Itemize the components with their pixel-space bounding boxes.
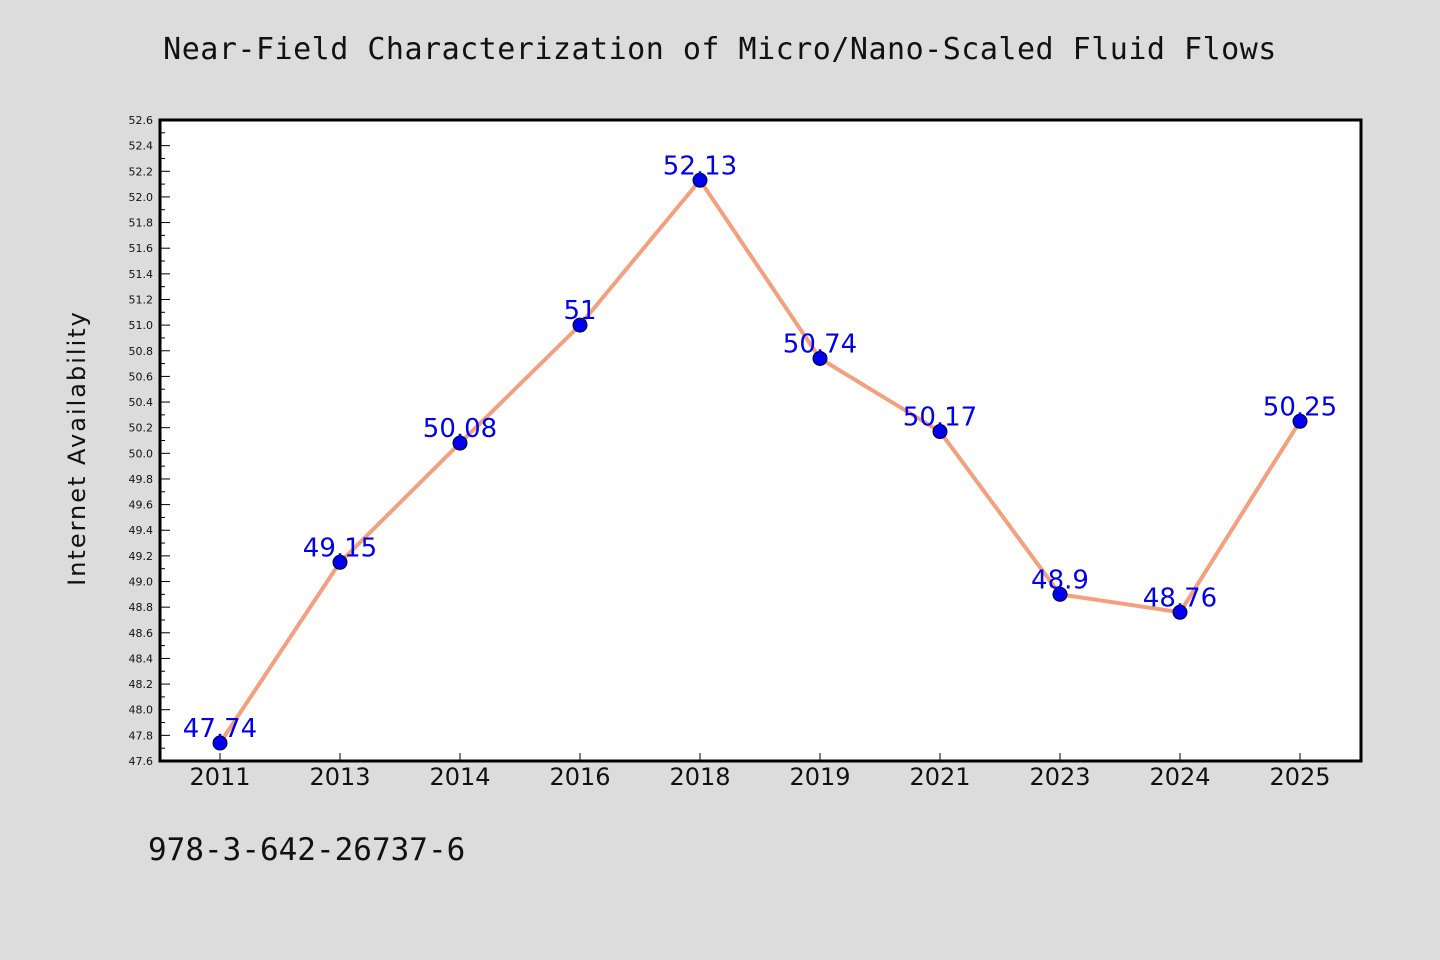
y-tick-label: 52.2 [129, 165, 154, 178]
y-tick-label: 50.8 [129, 345, 154, 358]
data-label: 48.9 [1031, 565, 1089, 595]
data-point [692, 172, 708, 188]
series-points [212, 172, 1308, 751]
data-point [212, 735, 228, 751]
y-tick-label: 49.8 [129, 473, 154, 486]
data-point [1052, 586, 1068, 602]
y-tick-label: 49.6 [129, 499, 154, 512]
y-tick-label: 50.6 [129, 370, 154, 383]
data-point [332, 554, 348, 570]
x-tick-label: 2025 [1269, 763, 1330, 791]
x-tick-label: 2011 [189, 763, 250, 791]
y-tick-label: 48.2 [129, 678, 154, 691]
x-axis-ticks: 2011 2013 2014 2016 2018 2019 2021 2023 2024 2025 [189, 753, 1331, 791]
data-label: 49.15 [303, 533, 377, 563]
y-tick-label: 52.4 [129, 140, 154, 153]
data-point [1292, 413, 1308, 429]
data-label: 51 [563, 296, 596, 326]
plot-area [158, 118, 1363, 763]
data-point [932, 424, 948, 440]
isbn-code: 978-3-642-26737-6 [148, 832, 466, 868]
y-tick-label: 51.0 [129, 319, 154, 332]
y-tick-label: 51.2 [129, 293, 154, 306]
y-tick-label: 47.8 [129, 729, 154, 742]
data-label: 50.74 [783, 329, 857, 359]
data-label: 50.08 [423, 414, 497, 444]
x-tick-label: 2024 [1149, 763, 1210, 791]
x-tick-label: 2018 [669, 763, 730, 791]
x-tick-label: 2013 [309, 763, 370, 791]
data-point [572, 317, 588, 333]
y-tick-label: 52.6 [129, 114, 154, 127]
data-label: 52.13 [663, 151, 737, 181]
y-tick-label: 48.6 [129, 627, 154, 640]
y-tick-label: 50.0 [129, 447, 154, 460]
y-axis-title: Internet Availability [63, 310, 91, 586]
y-tick-label: 48.4 [129, 652, 154, 665]
y-tick-label: 51.8 [129, 217, 154, 230]
data-point [452, 435, 468, 451]
y-tick-label: 48.0 [129, 704, 154, 717]
series-line [218, 178, 1302, 746]
x-tick-label: 2016 [549, 763, 610, 791]
data-point [1172, 604, 1188, 620]
data-labels: 47.74 49.15 50.08 51 52.13 50.74 50.17 48.9 48.7… [183, 151, 1337, 744]
y-tick-label: 50.2 [129, 422, 154, 435]
y-tick-label: 52.0 [129, 191, 154, 204]
x-tick-label: 2021 [909, 763, 970, 791]
y-tick-label: 49.2 [129, 550, 154, 563]
data-label: 48.76 [1143, 583, 1217, 613]
data-point [812, 350, 828, 366]
data-label: 47.74 [183, 714, 257, 744]
data-label: 50.17 [903, 403, 977, 433]
y-tick-label: 49.0 [129, 576, 154, 589]
series-lines [218, 178, 1302, 746]
y-tick-label: 51.6 [129, 242, 154, 255]
y-tick-label: 47.6 [129, 755, 154, 768]
x-tick-label: 2023 [1029, 763, 1090, 791]
y-tick-label: 49.4 [129, 524, 154, 537]
x-tick-label: 2019 [789, 763, 850, 791]
y-tick-label: 48.8 [129, 601, 154, 614]
chart-title: Near-Field Characterization of Micro/Nan… [163, 32, 1277, 67]
y-tick-label: 50.4 [129, 396, 154, 409]
y-tick-label: 51.4 [129, 268, 154, 281]
y-axis-ticks: 47.6 47.8 48.0 48.2 48.4 48.6 48.8 49.0 49.2 49.4… [129, 114, 170, 768]
data-label: 50.25 [1263, 392, 1337, 422]
x-tick-label: 2014 [429, 763, 490, 791]
